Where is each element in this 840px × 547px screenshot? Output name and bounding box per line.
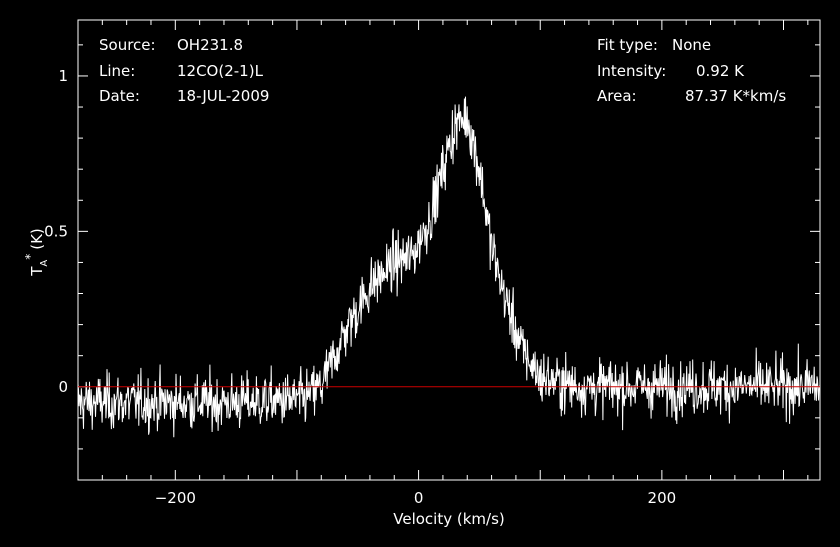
x-axis-title: Velocity (km/s) [393, 510, 504, 528]
intensity-value: 0.92 K [696, 62, 745, 80]
x-tick-label: 200 [648, 489, 677, 507]
fit-type-value: None [672, 36, 711, 54]
line-value: 12CO(2-1)L [177, 62, 264, 80]
axis-ticks [77, 20, 820, 481]
spectrum-series-line [77, 96, 821, 438]
y-axis-title-sub: A [39, 260, 50, 267]
axis-tick-labels: −200 0 200 0 0.5 1 [44, 67, 676, 507]
date-value: 18-JUL-2009 [177, 87, 269, 105]
y-tick-label: 0.5 [44, 222, 68, 240]
y-tick-label: 0 [58, 378, 68, 396]
y-tick-label: 1 [58, 67, 68, 85]
fit-type-label: Fit type: [597, 36, 658, 54]
x-tick-label: −200 [155, 489, 196, 507]
header-right: Fit type: None Intensity: 0.92 K Area: 8… [597, 36, 786, 105]
line-label: Line: [99, 62, 135, 80]
source-value: OH231.8 [177, 36, 243, 54]
area-value: 87.37 K*km/s [685, 87, 786, 105]
y-axis-title-main: T [28, 266, 46, 277]
date-label: Date: [99, 87, 140, 105]
x-tick-label: 0 [414, 489, 424, 507]
area-label: Area: [597, 87, 637, 105]
header-left: Source: OH231.8 Line: 12CO(2-1)L Date: 1… [99, 36, 269, 105]
intensity-label: Intensity: [597, 62, 666, 80]
plot-frame [77, 19, 821, 481]
y-axis-title: TA* (K) [23, 228, 50, 277]
source-label: Source: [99, 36, 156, 54]
y-axis-title-unit: (K) [28, 228, 46, 250]
y-axis-title-sup: * [23, 254, 37, 260]
